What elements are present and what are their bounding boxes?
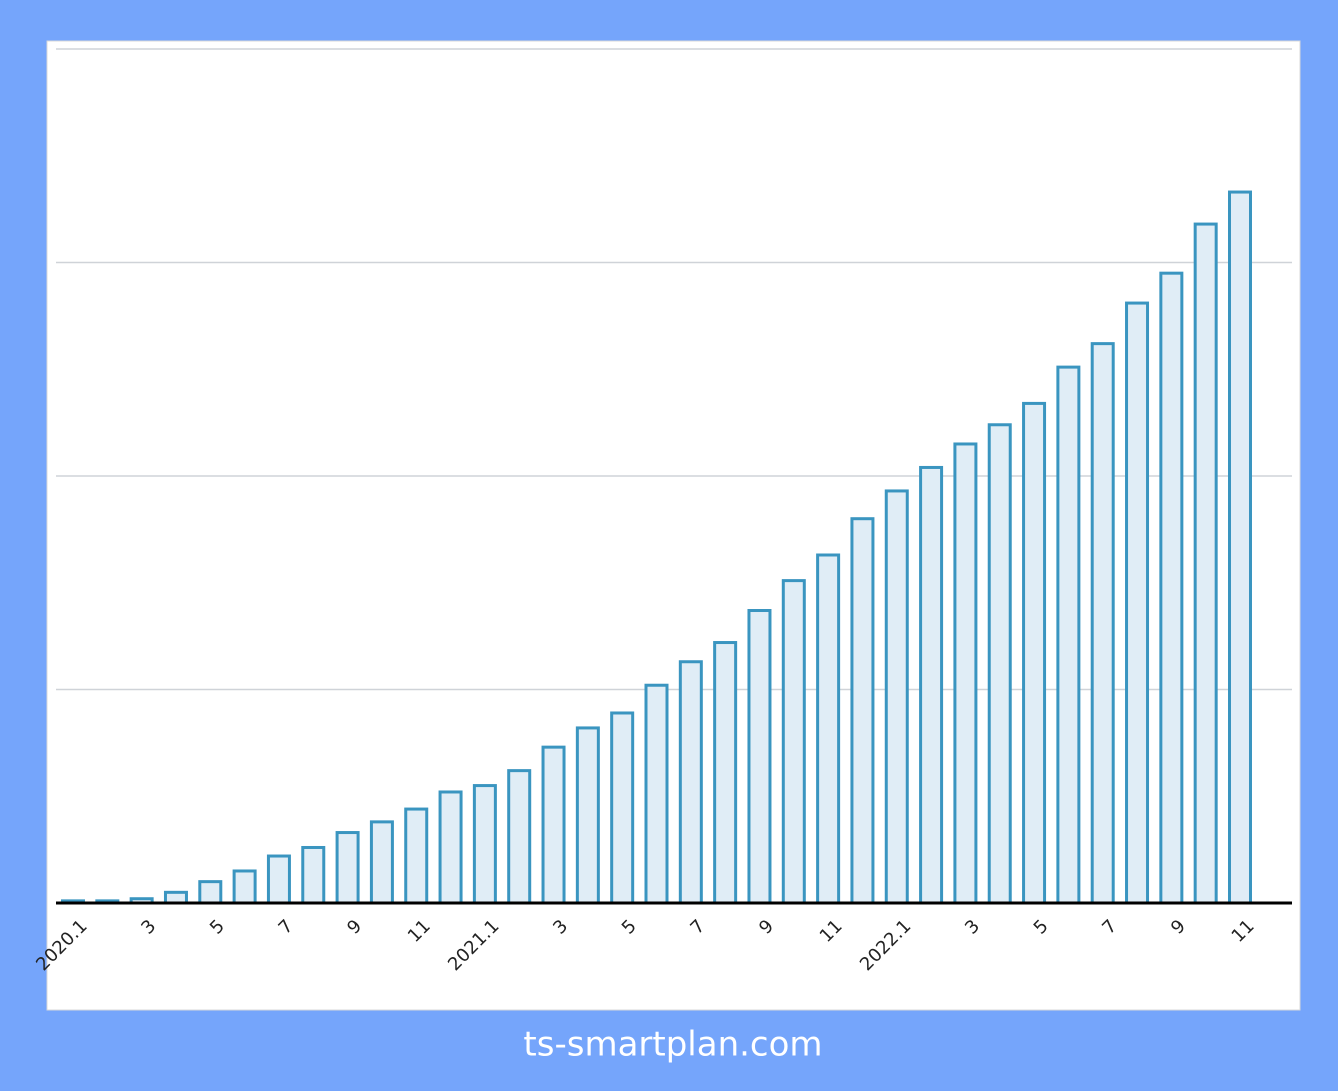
bar [438,790,463,905]
bar [198,880,223,905]
bar [232,869,257,905]
bar [987,423,1012,905]
bar [610,711,635,905]
bar [884,489,909,905]
bar [781,579,806,905]
bar [575,726,600,905]
bar [816,553,841,905]
bar [335,831,360,905]
bar [713,641,738,905]
bar [1090,342,1115,905]
footer: ts-smartplan.com [523,1025,822,1065]
bar [266,854,291,905]
bar [678,660,703,905]
bar [1159,271,1184,905]
bar [301,845,326,905]
bar [1125,301,1150,905]
bar [541,745,566,905]
bar [163,890,188,905]
bar [747,609,772,905]
bar [644,683,669,905]
bar [919,465,944,905]
bar [1056,365,1081,905]
bar [369,820,394,905]
bar [1193,222,1218,905]
bar [472,784,497,905]
bar [404,807,429,905]
bar [953,442,978,905]
bar [850,517,875,905]
bar [507,769,532,905]
bar [1022,401,1047,905]
bar [1228,190,1252,905]
